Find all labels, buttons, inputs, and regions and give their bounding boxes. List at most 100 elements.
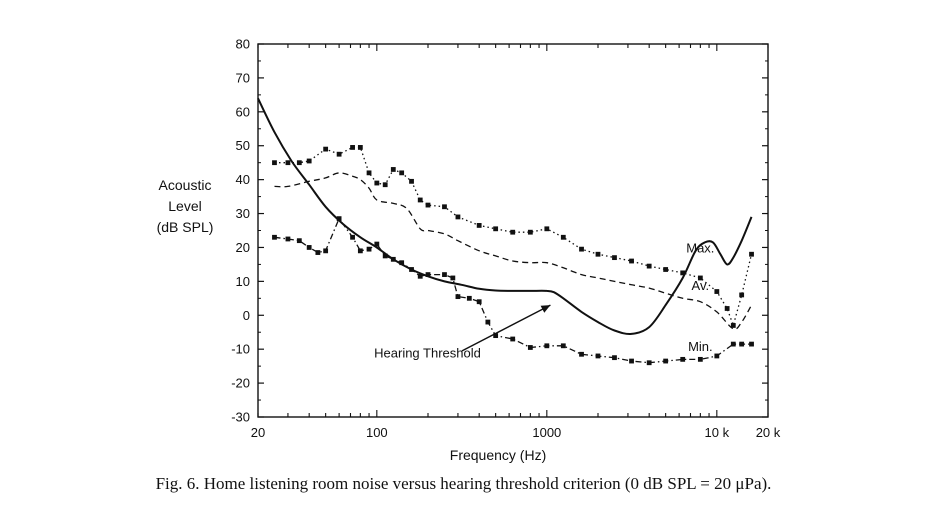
figure-caption: Fig. 6. Home listening room noise versus… [155,474,772,493]
data-point-min [306,245,312,250]
data-point-min [315,250,321,255]
hearing-threshold-arrowhead [540,305,551,313]
data-point-min [629,358,634,364]
y-tick-label: 40 [236,172,250,187]
data-point-min [466,295,472,301]
data-point-min [680,356,686,362]
data-point-max [272,160,277,166]
data-point-max [730,323,736,328]
data-point-max [357,145,363,150]
data-point-max [285,160,291,166]
data-point-min [476,299,482,305]
series-line-av [274,172,753,330]
data-point-max [527,229,533,235]
plot-series [257,97,754,366]
plot-axes: -30 -20 -10 0 10 20 30 40 50 60 70 80 20 100 1000 10 k 2… [157,37,781,464]
data-point-min [382,253,388,259]
data-point-max [714,289,720,294]
data-point-min [485,319,491,325]
data-point-max [663,267,669,272]
data-point-min [749,341,754,347]
data-point-min [612,355,617,361]
data-point-max [544,226,550,232]
data-point-max [560,234,566,240]
x-axis-title: Frequency (Hz) [450,447,546,463]
data-point-min [730,341,736,347]
data-point-min [425,272,431,277]
data-point-min [323,248,329,254]
data-point-max [595,251,601,257]
data-point-max [724,306,730,311]
data-point-min [544,343,550,349]
y-tick-label: -10 [231,342,250,357]
data-point-min [646,360,652,366]
x-tick-label: 1000 [532,425,561,440]
y-axis-title-line: Acoustic [159,177,212,193]
data-point-min [350,234,355,240]
data-point-max [739,292,745,298]
x-tick-label: 10 k [705,425,730,440]
data-point-min [493,333,499,339]
data-point-max [366,170,372,176]
y-tick-label: 60 [236,104,250,119]
data-point-max [476,223,482,228]
series-label-max: Max. [686,240,714,255]
data-point-max [417,197,423,203]
data-point-max [697,275,703,281]
data-point-max [455,214,461,220]
data-point-min [285,236,291,242]
data-point-max [680,270,686,276]
series-line-min [274,217,752,364]
data-point-min [739,341,745,347]
data-point-max [510,229,516,235]
data-point-min [336,216,342,222]
series-line-hearing-threshold [257,97,753,336]
data-point-max [323,146,329,152]
data-point-min [527,345,533,350]
data-point-min [450,275,456,281]
data-point-max [390,167,396,172]
data-point-max [306,158,312,164]
series-label-av: Av. [692,278,710,293]
data-point-max [612,255,617,261]
data-point-max [296,160,302,166]
data-point-min [417,273,423,279]
y-tick-label: -20 [231,376,250,391]
y-tick-label: 70 [236,70,250,85]
data-point-min [442,272,447,277]
data-point-min [399,260,405,266]
data-point-min [697,356,703,362]
y-tick-label: -30 [231,410,250,425]
data-point-max [579,246,584,252]
data-point-min [366,246,372,252]
x-tick-label: 20 [251,425,265,440]
plot-labels: Max. Av. Min. Hearing Threshold [374,240,714,360]
data-point-max [399,170,405,176]
series-label-min: Min. [688,339,713,354]
hearing-threshold-arrow [461,304,551,352]
data-point-min [595,353,601,359]
data-point-min [663,358,669,364]
data-point-max [374,180,380,186]
data-point-max [336,151,342,157]
data-point-min [455,294,461,300]
data-point-min [714,353,720,359]
y-tick-label: 50 [236,138,250,153]
data-point-max [382,182,388,188]
data-point-min [374,241,380,247]
data-point-min [510,336,516,342]
data-point-max [493,226,499,232]
data-point-min [296,238,302,244]
y-tick-label: 30 [236,206,250,221]
y-axis-title-line: Level [168,198,201,214]
data-point-max [425,202,431,208]
x-tick-label: 20 k [756,425,781,440]
data-point-max [442,204,447,210]
data-point-max [350,145,355,150]
y-axis-title-line: (dB SPL) [157,219,214,235]
y-tick-label: 80 [236,37,250,52]
y-tick-label: 20 [236,240,250,255]
data-point-min [579,351,584,357]
data-point-max [629,258,634,264]
x-tick-label: 100 [366,425,388,440]
